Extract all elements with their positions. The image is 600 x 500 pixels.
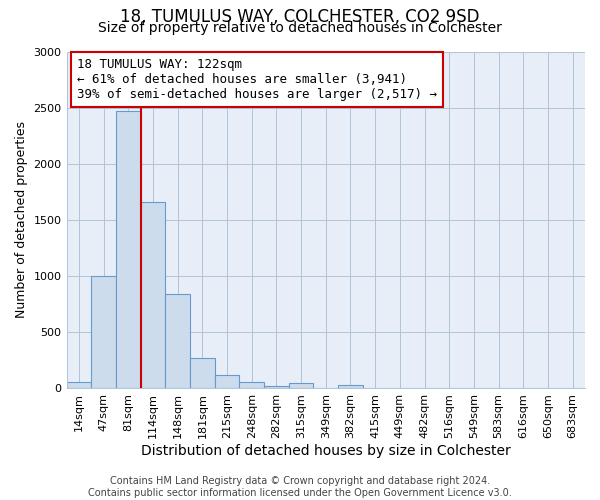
Bar bbox=[165, 294, 190, 388]
Bar bbox=[215, 374, 239, 388]
Bar bbox=[91, 276, 116, 388]
X-axis label: Distribution of detached houses by size in Colchester: Distribution of detached houses by size … bbox=[141, 444, 511, 458]
Bar bbox=[116, 111, 140, 388]
Bar bbox=[140, 202, 165, 388]
Text: 18, TUMULUS WAY, COLCHESTER, CO2 9SD: 18, TUMULUS WAY, COLCHESTER, CO2 9SD bbox=[120, 8, 480, 26]
Text: 18 TUMULUS WAY: 122sqm
← 61% of detached houses are smaller (3,941)
39% of semi-: 18 TUMULUS WAY: 122sqm ← 61% of detached… bbox=[77, 58, 437, 101]
Bar bbox=[289, 384, 313, 388]
Bar bbox=[190, 358, 215, 388]
Text: Contains HM Land Registry data © Crown copyright and database right 2024.
Contai: Contains HM Land Registry data © Crown c… bbox=[88, 476, 512, 498]
Bar bbox=[67, 382, 91, 388]
Text: Size of property relative to detached houses in Colchester: Size of property relative to detached ho… bbox=[98, 21, 502, 35]
Y-axis label: Number of detached properties: Number of detached properties bbox=[15, 121, 28, 318]
Bar bbox=[264, 386, 289, 388]
Bar bbox=[239, 382, 264, 388]
Bar bbox=[338, 384, 363, 388]
